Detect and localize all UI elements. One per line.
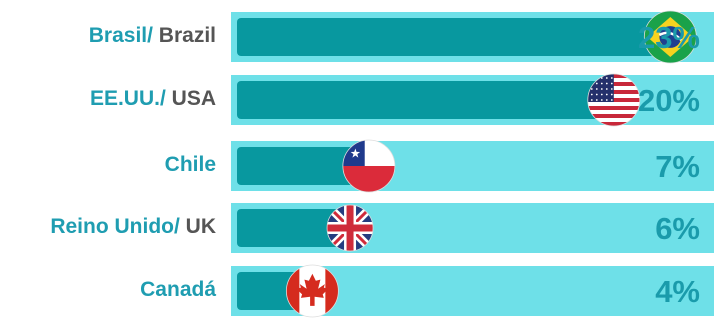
value-label: 7%	[655, 149, 700, 184]
brazil-flag-icon	[643, 10, 697, 64]
category-label: Chile	[165, 153, 216, 177]
bar	[237, 18, 671, 56]
category-label-es: Brasil/	[88, 24, 153, 47]
category-label: Reino Unido/ UK	[50, 215, 216, 239]
category-label-es: Reino Unido/	[50, 215, 180, 238]
category-label: Brasil/ Brazil	[89, 24, 216, 48]
bar	[237, 81, 614, 119]
bar	[237, 147, 369, 185]
chile-flag-icon	[342, 139, 396, 193]
uk-flag-icon	[326, 204, 374, 252]
value-label: 6%	[655, 211, 700, 246]
category-label-es: EE.UU./	[89, 87, 166, 110]
category-label-es: Chile	[164, 153, 216, 176]
category-label-en: Brazil	[152, 24, 216, 47]
value-label: 20%	[638, 83, 700, 118]
bar	[237, 209, 351, 247]
value-label: 4%	[655, 274, 700, 309]
category-label-en: USA	[165, 87, 216, 110]
usa-flag-icon	[587, 73, 641, 127]
canada-flag-icon	[285, 264, 339, 318]
category-label-en: UK	[179, 215, 216, 238]
category-label-es: Canadá	[140, 278, 216, 301]
value-label: 23%	[638, 20, 700, 55]
category-label: EE.UU./ USA	[90, 87, 216, 111]
category-label: Canadá	[140, 278, 216, 302]
